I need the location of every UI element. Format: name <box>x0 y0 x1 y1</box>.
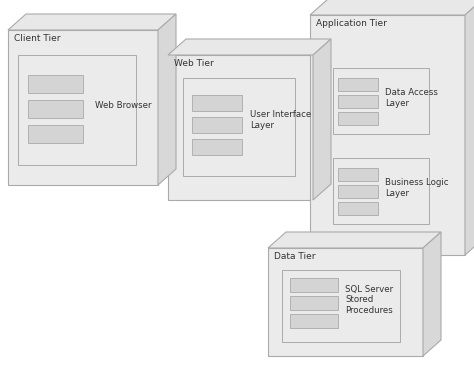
Polygon shape <box>423 232 441 356</box>
Bar <box>192 117 242 133</box>
Bar <box>18 55 136 165</box>
Polygon shape <box>168 39 331 55</box>
Text: Client Tier: Client Tier <box>14 34 61 43</box>
Bar <box>333 68 429 134</box>
Bar <box>168 55 313 200</box>
Bar <box>8 30 158 185</box>
Bar <box>338 168 378 181</box>
Polygon shape <box>8 14 176 30</box>
Bar <box>338 78 378 91</box>
Bar <box>338 95 378 108</box>
Bar <box>338 112 378 125</box>
Text: SQL Server
Stored
Procedures: SQL Server Stored Procedures <box>345 285 393 315</box>
Bar <box>310 15 465 255</box>
Text: Web Browser: Web Browser <box>95 100 152 110</box>
Bar <box>290 296 338 310</box>
Text: Web Tier: Web Tier <box>174 59 214 68</box>
Bar <box>290 314 338 328</box>
Text: User Interface
Layer: User Interface Layer <box>250 110 311 130</box>
Bar <box>183 78 295 176</box>
Text: Application Tier: Application Tier <box>316 19 387 28</box>
Bar <box>338 202 378 215</box>
Bar <box>333 158 429 224</box>
Bar <box>28 100 83 118</box>
Bar <box>28 125 83 143</box>
Polygon shape <box>313 39 331 200</box>
Text: Data Access
Layer: Data Access Layer <box>385 88 438 108</box>
Bar <box>28 75 83 93</box>
Polygon shape <box>310 0 474 15</box>
Bar <box>192 139 242 155</box>
Polygon shape <box>268 232 441 248</box>
Bar <box>268 248 423 356</box>
Polygon shape <box>158 14 176 185</box>
Bar <box>282 270 400 342</box>
Text: Business Logic
Layer: Business Logic Layer <box>385 178 448 198</box>
Bar <box>338 185 378 198</box>
Bar <box>290 278 338 292</box>
Polygon shape <box>465 0 474 255</box>
Bar <box>192 95 242 111</box>
Text: Data Tier: Data Tier <box>274 252 316 261</box>
